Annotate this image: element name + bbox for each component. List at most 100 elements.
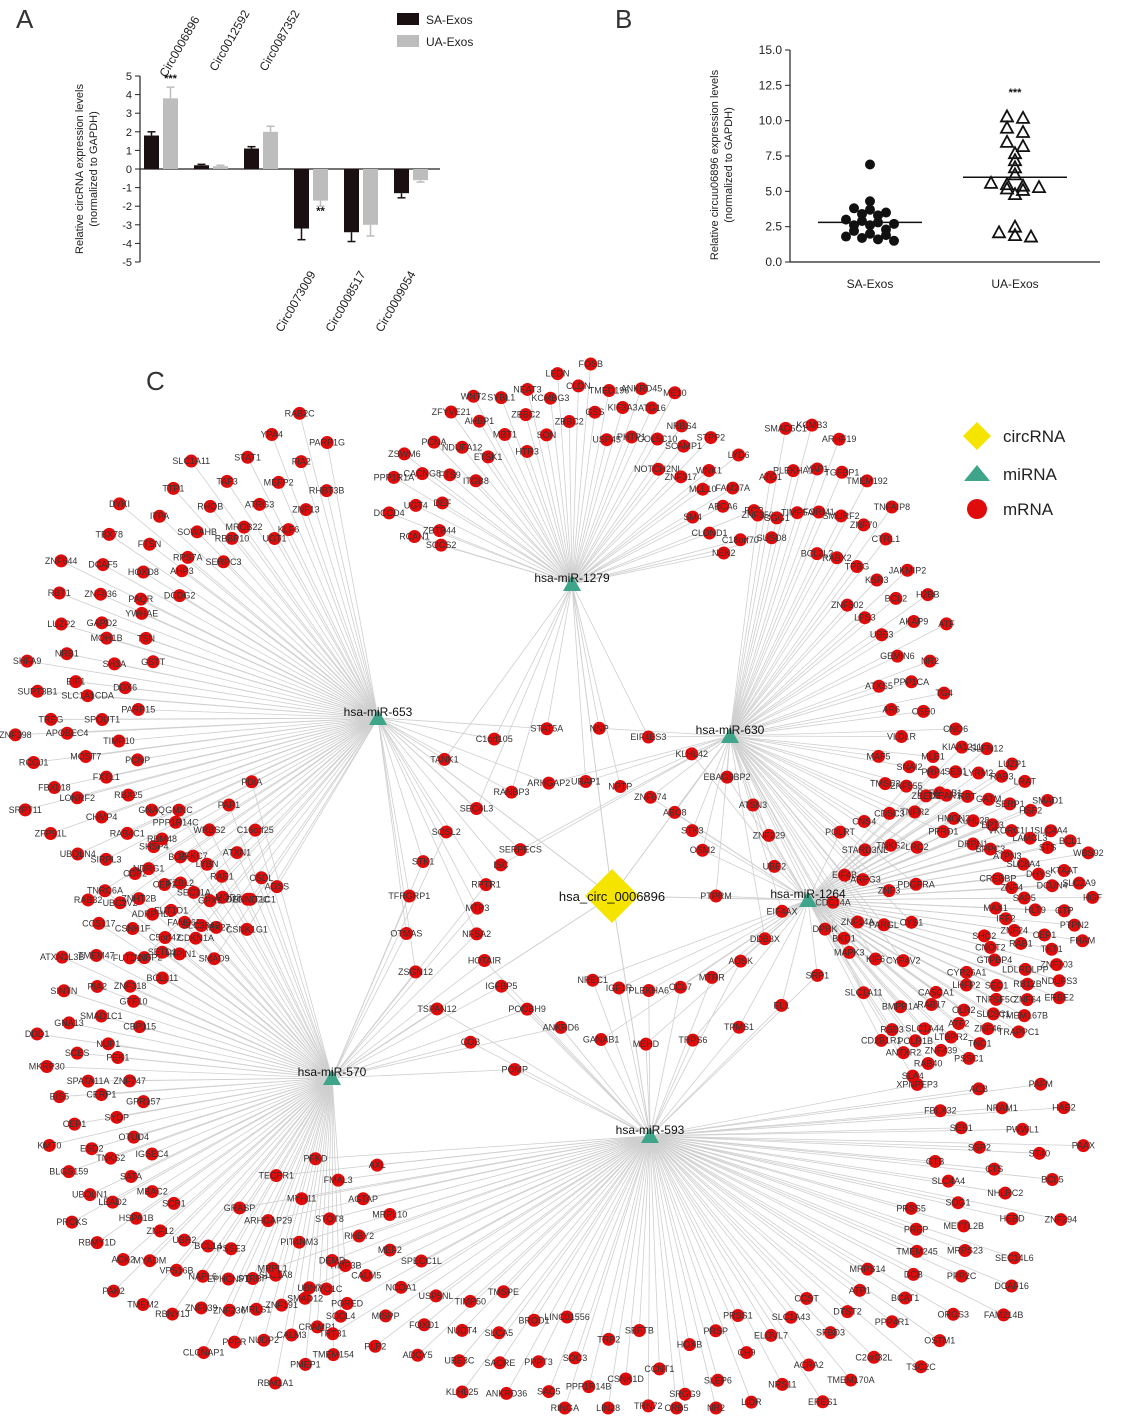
mrna-label: CSNK1G1 <box>226 924 268 934</box>
mrna-label: PCNA <box>421 437 446 447</box>
mrna-node <box>298 1357 312 1371</box>
a-legend-swatch-sa <box>397 13 419 25</box>
mrna-label: ANTXR2 <box>886 1048 922 1058</box>
edge-mirna-mrna <box>487 456 573 585</box>
edge-mirna-mrna <box>729 511 820 737</box>
mrna-label: NPTP <box>608 781 632 791</box>
mrna-node <box>1020 993 1034 1007</box>
mrna-label: SAC5 <box>537 1387 561 1397</box>
mrna-label: MEF2 <box>378 1245 402 1255</box>
mrna-node <box>444 405 458 419</box>
mrna-label: UGT1 <box>262 533 286 543</box>
edge-mirna-mrna <box>729 735 834 903</box>
mrna-node <box>54 554 68 568</box>
edge-mirna-mrna <box>807 899 1060 999</box>
mrna-label: ZNF317 <box>665 472 698 482</box>
mrna-node <box>310 1320 324 1334</box>
b-point-sa <box>857 216 867 227</box>
mrna-label: ZNF398 <box>0 730 32 740</box>
mrna-label: KIF3A3 <box>608 402 638 412</box>
mrna-node <box>758 932 772 946</box>
edge-hub-mirna <box>611 895 651 1137</box>
mrna-node <box>487 732 501 746</box>
mrna-node <box>54 617 68 631</box>
mrna-label: TRAPPC1 <box>998 1027 1040 1037</box>
b-point-ua <box>1007 166 1023 181</box>
mrna-node <box>104 1151 118 1165</box>
mrna-label: TREG <box>38 714 63 724</box>
edge-mirna-mrna <box>571 436 632 585</box>
mrna-node <box>92 916 106 930</box>
mrna-node <box>830 551 844 565</box>
edge-mirna-mrna <box>272 1135 651 1269</box>
a-category-labels: Circ0006896 Circ0012592 Circ0087352Circ007… <box>156 7 418 334</box>
mrna-label: LDLRDLPP <box>1002 964 1049 974</box>
mrna-node <box>642 984 656 998</box>
mrna-label: NR2 <box>921 656 939 666</box>
mrna-node <box>908 1034 922 1048</box>
mrna-label: ZNF14A <box>841 917 875 927</box>
edge-mirna-mrna <box>649 1135 717 1331</box>
mrna-node <box>107 1284 121 1298</box>
mrna-label: HMGN2 <box>937 813 970 823</box>
edge-mirna-shared <box>618 987 651 1137</box>
edge-mirna-mrna <box>729 553 818 737</box>
edge-mirna-mrna <box>729 655 898 737</box>
mrna-node <box>430 1002 444 1016</box>
mrna-node <box>323 1212 337 1226</box>
mrna-node <box>62 1165 76 1179</box>
mirna-node <box>641 1127 659 1143</box>
mrna-label: SOG1 <box>946 1198 971 1208</box>
edge-mirna-shared <box>331 1069 515 1079</box>
mrna-label: RAB2C <box>285 408 316 418</box>
edge-mirna-mrna <box>179 717 379 955</box>
edge-mirna-mrna <box>571 363 592 585</box>
mrna-label: RCGJ1 <box>19 758 49 768</box>
mrna-node <box>452 1354 466 1368</box>
mrna-node <box>102 527 116 541</box>
mrna-node <box>885 1315 899 1329</box>
mrna-node <box>904 915 918 929</box>
edge-mirna-mrna <box>807 899 893 1030</box>
edge-mirna-mrna <box>571 510 755 585</box>
mrna-label: NFSA2 <box>462 929 491 939</box>
edge-mirna-mrna <box>213 717 379 959</box>
a-tick-label: -4 <box>122 238 132 250</box>
legend-circrna-label: circRNA <box>1003 427 1066 446</box>
edge-mirna-shared <box>571 583 587 782</box>
mrna-label: SYDP <box>105 1112 130 1122</box>
mrna-node <box>934 1043 948 1057</box>
mrna-label: ORPIN1 <box>163 949 197 959</box>
mrna-label: PTPN2 <box>1060 920 1089 930</box>
mrna-label: DDB3X <box>750 934 780 944</box>
b-point-ua <box>999 119 1015 134</box>
edge-mirna-mrna <box>304 1077 333 1299</box>
mrna-label: SPECC1L <box>401 1256 442 1266</box>
mrna-label: GATM <box>976 794 1001 804</box>
mrna-node <box>568 1351 582 1365</box>
edge-mirna-shared <box>377 717 547 730</box>
mirna-label: hsa-miR-1279 <box>534 571 610 585</box>
mrna-node <box>99 852 113 866</box>
mrna-label: MEFP2 <box>264 477 294 487</box>
mrna-label: PLEKHA1 <box>773 466 814 476</box>
a-bar <box>413 169 428 181</box>
edge-mirna-mrna <box>649 1135 875 1358</box>
mrna-node <box>890 649 904 663</box>
edge-mirna-mrna <box>316 1077 333 1327</box>
mrna-label: FAM96B <box>167 917 202 927</box>
edge-mirna-shared <box>377 717 502 866</box>
mrna-label: SES1 <box>944 767 967 777</box>
a-legend: SA-Exos UA-Exos <box>397 13 473 49</box>
mrna-node <box>602 384 616 398</box>
edge-mirna-mrna <box>461 1135 651 1331</box>
mrna-node <box>99 770 113 784</box>
edge-mirna-shared <box>648 990 651 1137</box>
mrna-label: ZNF555 <box>890 781 923 791</box>
edge-mirna-mrna <box>435 1135 651 1297</box>
mrna-label: GRASP <box>224 1203 256 1213</box>
edge-mirna-shared <box>377 717 478 909</box>
mrna-label: SHFA9 <box>13 656 42 666</box>
mrna-node <box>124 1170 138 1184</box>
edge-mirna-mrna <box>252 1077 333 1279</box>
